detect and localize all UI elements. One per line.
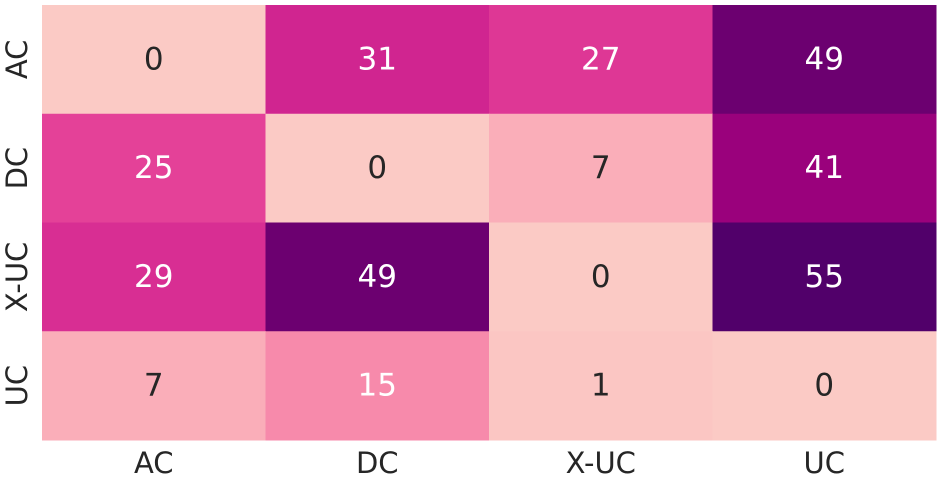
heatmap-cell-UC-AC bbox=[42, 331, 266, 441]
x-axis-tick-label: DC bbox=[356, 446, 399, 480]
heatmap-cell-value-label: 0 bbox=[814, 368, 834, 404]
x-axis-tick-label: AC bbox=[134, 446, 174, 480]
heatmap-cell-value-label: 0 bbox=[144, 41, 164, 77]
heatmap-cell-value-label: 55 bbox=[805, 259, 844, 295]
heatmap-cell-AC-AC bbox=[42, 5, 266, 115]
heatmap-cell-value-label: 27 bbox=[581, 41, 620, 77]
heatmap-cell-X-UC-AC bbox=[42, 222, 266, 332]
heatmap-cell-UC-X-UC bbox=[489, 331, 713, 441]
heatmap-cell-value-label: 7 bbox=[591, 150, 611, 186]
heatmap-cell-UC-DC bbox=[265, 331, 490, 441]
y-axis-tick-label: X-UC bbox=[0, 242, 34, 312]
heatmap-cell-UC-UC bbox=[712, 331, 937, 441]
heatmap-cell-value-label: 7 bbox=[144, 368, 164, 404]
x-axis-tick-label: UC bbox=[804, 446, 845, 480]
heatmap-cell-value-label: 49 bbox=[805, 41, 844, 77]
heatmap-cell-AC-DC bbox=[265, 5, 490, 115]
heatmap-cell-value-label: 15 bbox=[358, 368, 397, 404]
heatmap-cell-value-label: 29 bbox=[134, 259, 173, 295]
heatmap-cell-value-label: 1 bbox=[591, 368, 611, 404]
heatmap-cell-X-UC-X-UC bbox=[489, 222, 713, 332]
x-axis-tick-labels: AC DC X-UC UC bbox=[134, 446, 845, 480]
heatmap-cell-DC-X-UC bbox=[489, 113, 713, 223]
heatmap-cell-value-label: 41 bbox=[805, 150, 844, 186]
heatmap-cell-DC-UC bbox=[712, 113, 937, 223]
y-axis-tick-label: UC bbox=[0, 365, 34, 406]
heatmap-cell-value-label: 31 bbox=[358, 41, 397, 77]
heatmap-cell-value-label: 0 bbox=[367, 150, 387, 186]
heatmap-cell-DC-DC bbox=[265, 113, 490, 223]
heatmap-cell-DC-AC bbox=[42, 113, 266, 223]
heatmap-cell-value-label: 0 bbox=[591, 259, 611, 295]
heatmap-cell-AC-UC bbox=[712, 5, 937, 115]
heatmap-cell-value-label: 25 bbox=[134, 150, 173, 186]
y-axis-tick-labels: AC DC X-UC UC bbox=[0, 40, 34, 407]
heatmap-cell-AC-X-UC bbox=[489, 5, 713, 115]
heatmap-cells: 0 31 27 49 25 0 7 41 29 49 0 55 7 15 1 0 bbox=[42, 5, 937, 441]
y-axis-tick-label: AC bbox=[0, 40, 34, 80]
heatmap-cell-X-UC-UC bbox=[712, 222, 937, 332]
y-axis-tick-label: DC bbox=[0, 147, 34, 190]
heatmap-cell-value-label: 49 bbox=[358, 259, 397, 295]
heatmap-cell-X-UC-DC bbox=[265, 222, 490, 332]
x-axis-tick-label: X-UC bbox=[566, 446, 636, 480]
